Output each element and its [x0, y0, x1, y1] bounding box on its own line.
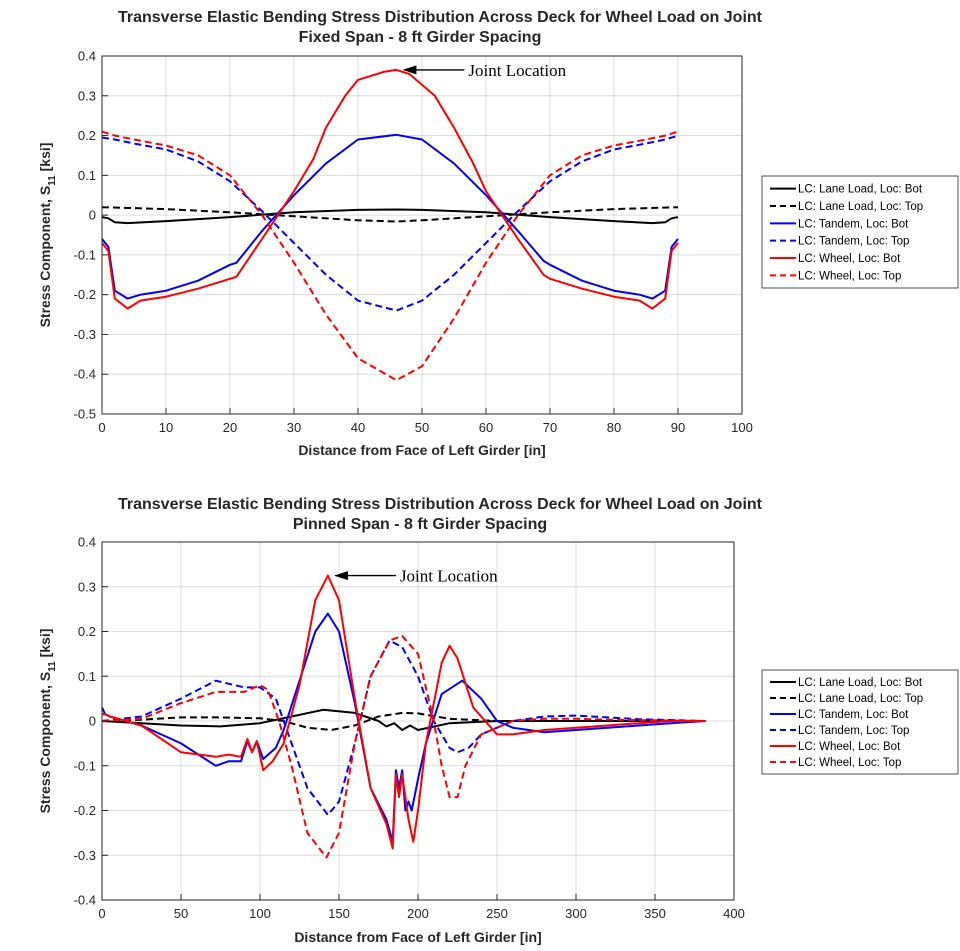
- chart-2-legend-label-3: LC: Tandem, Loc: Bot: [798, 709, 909, 721]
- chart-1-x-axis-label: Distance from Face of Left Girder [in]: [298, 442, 545, 458]
- chart-1-y-tick-label: 0.3: [78, 88, 96, 103]
- chart-1-legend-label-5: LC: Wheel, Loc: Bot: [798, 253, 901, 265]
- chart-1-legend-label-1: LC: Lane Load, Loc: Bot: [798, 184, 923, 196]
- chart-2-subtitle: Pinned Span - 8 ft Girder Spacing: [293, 516, 547, 533]
- chart-2-y-tick-label: -0.4: [74, 893, 96, 908]
- chart-1-x-tick-label: 30: [287, 420, 301, 435]
- chart-1-series-line-5: [101, 68, 679, 310]
- chart-2-x-tick-label: 200: [407, 906, 429, 921]
- chart-1-legend-label-4: LC: Tandem, Loc: Top: [798, 236, 909, 248]
- chart-2-title: Transverse Elastic Bending Stress Distri…: [118, 496, 763, 513]
- chart-2-y-axis-label-main: Stress Component, S: [37, 672, 53, 814]
- chart-2-legend-label-5: LC: Wheel, Loc: Bot: [798, 741, 901, 753]
- chart-2-y-tick-label: 0: [89, 714, 96, 729]
- chart-1-x-tick-label: 40: [351, 420, 365, 435]
- chart-2-x-axis-label: Distance from Face of Left Girder [in]: [294, 929, 541, 945]
- chart-2-annotation: Joint Location: [333, 567, 498, 586]
- chart-2-annotation-arrow-head: [333, 571, 348, 581]
- chart-1-y-tick-label: 0: [89, 208, 96, 223]
- chart-2-annotation-label: Joint Location: [400, 567, 498, 586]
- chart-1-legend: LC: Lane Load, Loc: Bot LC: Lane Load, Lo…: [761, 175, 959, 289]
- chart-2-series-line-3: [101, 612, 706, 843]
- chart-1-legend-label-3: LC: Tandem, Loc: Bot: [798, 218, 909, 230]
- chart-2-legend-label-6: LC: Wheel, Loc: Top: [798, 757, 901, 769]
- chart-2-series-line-5: [102, 574, 706, 850]
- chart-2-legend-box: [761, 669, 959, 775]
- chart-1-title: Transverse Elastic Bending Stress Distri…: [118, 9, 763, 26]
- chart-2-x-tick-label: 150: [328, 906, 350, 921]
- chart-1-x-tick-label: 10: [159, 420, 173, 435]
- chart-2-x-tick-label: 0: [98, 906, 105, 921]
- chart-1-legend-label-6: LC: Wheel, Loc: Top: [798, 270, 901, 282]
- chart-1-annotation: Joint Location: [402, 61, 567, 80]
- chart-2-y-tick-label: -0.1: [74, 758, 96, 773]
- chart-1-y-tick-label: 0.2: [78, 128, 96, 143]
- chart-2-y-axis-label-subscript: 11: [47, 661, 58, 672]
- chart-1-legend-label-2: LC: Lane Load, Loc: Top: [798, 201, 923, 213]
- chart-2-y-axis-label: Stress Component, S11 [ksi]: [37, 629, 58, 814]
- chart-2-series-line-4: [101, 639, 706, 816]
- chart-2-legend: LC: Lane Load, Loc: Bot LC: Lane Load, Lo…: [761, 669, 959, 775]
- chart-2-y-tick-label: 0.2: [78, 624, 96, 639]
- chart-1-x-tick-label: 20: [223, 420, 237, 435]
- chart-2-x-tick-label: 300: [565, 906, 587, 921]
- chart-1-annotation-arrow-head: [402, 65, 417, 75]
- chart-2-y-axis-label-unit: [ksi]: [37, 629, 53, 662]
- chart-2-x-tick-label: 50: [174, 906, 188, 921]
- chart-2-y-tick-label: -0.2: [74, 803, 96, 818]
- chart-1-annotation-label: Joint Location: [468, 61, 566, 80]
- chart-2-series: [101, 574, 706, 859]
- chart-1-x-tick-label: 80: [607, 420, 621, 435]
- chart-2-legend-label-1: LC: Lane Load, Loc: Bot: [798, 677, 923, 689]
- chart-2-y-tick-label: 0.3: [78, 579, 96, 594]
- chart-1-y-axis-label-main: Stress Component, S: [37, 186, 53, 328]
- chart-1-series-line-3: [101, 133, 679, 300]
- chart-2: Transverse Elastic Bending Stress Distri…: [37, 496, 959, 945]
- chart-2-legend-label-4: LC: Tandem, Loc: Top: [798, 725, 909, 737]
- chart-1-x-tick-label: 90: [671, 420, 685, 435]
- chart-2-x-tick-label: 250: [486, 906, 508, 921]
- chart-2-x-tick-label: 100: [249, 906, 271, 921]
- chart-2-y-tick-label: 0.1: [78, 669, 96, 684]
- chart-1-series-line-1: [101, 208, 679, 225]
- chart-2-series-line-6: [101, 635, 706, 859]
- chart-1-y-tick-label: -0.2: [74, 287, 96, 302]
- chart-1-x-tick-label: 60: [479, 420, 493, 435]
- chart-1-x-tick-label: 50: [415, 420, 429, 435]
- chart-1-y-tick-label: -0.4: [74, 367, 96, 382]
- chart-1-y-axis-label-unit: [ksi]: [37, 143, 53, 176]
- chart-1-subtitle: Fixed Span - 8 ft Girder Spacing: [299, 29, 542, 46]
- chart-2-ticks: 0 50 100 150 200 250 300 350 400 -0.4 -0.3 -0.2 -0.1…: [74, 535, 745, 922]
- chart-1-y-tick-label: -0.1: [74, 247, 96, 262]
- chart-1: Transverse Elastic Bending Stress Distri…: [37, 9, 959, 458]
- chart-1-grid: [101, 55, 743, 415]
- chart-1-legend-box: [761, 175, 959, 289]
- chart-1-ticks: 0 10 20 30 40 50 60 70 80 90 100 -0.5 -0.4 -0.3 -0.2 -0…: [74, 49, 753, 436]
- chart-1-x-tick-label: 70: [543, 420, 557, 435]
- chart-1-y-axis-label: Stress Component, S11 [ksi]: [37, 143, 58, 328]
- chart-1-series-line-6: [101, 130, 679, 382]
- chart-2-y-tick-label: 0.4: [78, 535, 96, 550]
- chart-1-y-axis-label-subscript: 11: [47, 175, 58, 186]
- chart-2-x-tick-label: 400: [723, 906, 745, 921]
- chart-1-x-tick-label: 0: [98, 420, 105, 435]
- chart-1-y-tick-label: -0.5: [74, 407, 96, 422]
- chart-1-series: [101, 68, 679, 382]
- chart-1-y-tick-label: 0.4: [78, 49, 96, 64]
- chart-2-x-tick-label: 350: [644, 906, 666, 921]
- chart-2-series-line-2: [101, 711, 706, 731]
- chart-2-y-tick-label: -0.3: [74, 848, 96, 863]
- chart-1-y-tick-label: 0.1: [78, 168, 96, 183]
- chart-2-legend-label-2: LC: Lane Load, Loc: Top: [798, 693, 923, 705]
- chart-1-x-tick-label: 100: [731, 420, 753, 435]
- chart-1-y-tick-label: -0.3: [74, 327, 96, 342]
